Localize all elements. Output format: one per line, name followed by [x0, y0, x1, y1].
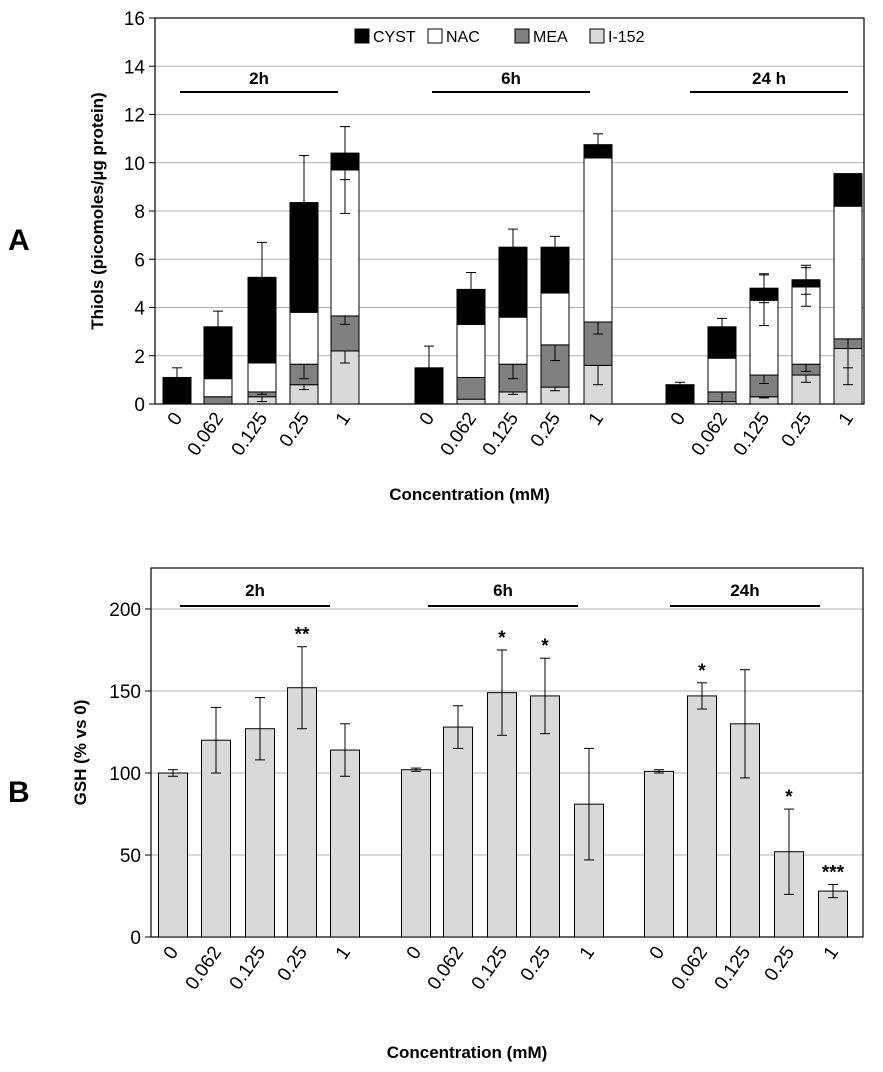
bar-segment-mea: [203, 396, 233, 405]
bar-segment-nac: [456, 323, 486, 378]
y-axis-label: Thiols (picomoles/µg protein): [88, 92, 107, 329]
y-tick-label: 10: [124, 154, 145, 175]
x-tick-label: 0.062: [182, 943, 226, 994]
bar-segment-i-152: [456, 398, 486, 405]
panel-label: B: [8, 776, 30, 809]
group-label: 6h: [501, 69, 521, 88]
bar-segment-nac: [833, 205, 863, 340]
x-tick-label: 0: [403, 943, 426, 964]
x-tick-label: 0.062: [184, 409, 228, 460]
bar-segment-nac: [247, 362, 277, 393]
y-tick-label: 14: [124, 57, 146, 78]
x-tick-label: 0: [667, 409, 690, 430]
x-tick-label: 1: [820, 943, 843, 964]
bar: [443, 726, 473, 938]
significance-marker: *: [785, 787, 793, 808]
legend-swatch-mea: [514, 28, 530, 44]
significance-marker: *: [498, 628, 506, 649]
x-tick-label: 0.25: [761, 943, 799, 985]
bar: [401, 769, 431, 938]
significance-marker: *: [698, 661, 706, 682]
legend-label: NAC: [446, 29, 480, 46]
y-tick-label: 8: [134, 202, 145, 223]
group-label: 2h: [249, 69, 269, 88]
legend-swatch-nac: [427, 28, 443, 44]
y-tick-label: 50: [120, 846, 141, 867]
significance-marker: **: [295, 625, 310, 646]
x-tick-label: 0.062: [688, 409, 732, 460]
legend-label: CYST: [373, 29, 416, 46]
legend-swatch-cyst: [354, 28, 370, 44]
legend-swatch-i-152: [589, 28, 605, 44]
x-tick-label: 0: [160, 943, 183, 964]
bar-segment-cyst: [162, 376, 192, 405]
x-tick-label: 0.125: [730, 409, 774, 460]
group-label: 24 h: [752, 69, 786, 88]
bar: [818, 890, 848, 938]
significance-marker: ***: [822, 863, 845, 884]
group-label: 6h: [493, 581, 513, 600]
x-tick-label: 0.125: [468, 943, 512, 994]
bar: [158, 772, 188, 938]
bar-segment-nac: [203, 378, 233, 398]
x-tick-label: 0.125: [226, 943, 270, 994]
bar-segment-cyst: [833, 173, 863, 207]
x-tick-label: 0.25: [276, 409, 314, 451]
y-tick-label: 12: [124, 106, 145, 127]
group-label: 24h: [730, 581, 759, 600]
x-tick-label: 0.25: [778, 409, 816, 451]
x-tick-label: 0.125: [479, 409, 523, 460]
x-tick-label: 0.25: [527, 409, 565, 451]
x-tick-label: 0.25: [517, 943, 555, 985]
y-tick-label: 0: [130, 928, 141, 949]
x-axis-label: Concentration (mM): [389, 485, 550, 504]
bar: [644, 770, 674, 938]
x-tick-label: 1: [332, 943, 355, 964]
bar-segment-nac: [289, 311, 319, 365]
y-tick-label: 100: [109, 764, 141, 785]
bar: [330, 749, 360, 938]
y-tick-label: 4: [134, 299, 145, 320]
bar: [530, 695, 560, 938]
x-tick-label: 0: [646, 943, 669, 964]
y-tick-label: 0: [134, 395, 145, 416]
x-axis-label: Concentration (mM): [387, 1043, 548, 1062]
x-tick-label: 1: [332, 409, 355, 430]
y-tick-label: 16: [124, 9, 145, 30]
x-tick-label: 0.25: [274, 943, 312, 985]
legend-label: MEA: [533, 29, 568, 46]
bar-segment-mea: [456, 376, 486, 400]
x-tick-label: 1: [576, 943, 599, 964]
x-tick-label: 1: [585, 409, 608, 430]
bar-segment-nac: [707, 357, 737, 393]
y-axis-label: GSH (% vs 0): [71, 700, 90, 806]
bar: [687, 695, 717, 938]
bar: [287, 687, 317, 938]
bar-segment-nac: [540, 292, 570, 346]
bar-segment-nac: [583, 157, 613, 323]
x-tick-label: 0: [164, 409, 187, 430]
x-tick-label: 1: [835, 409, 858, 430]
y-tick-label: 6: [134, 250, 145, 271]
x-tick-label: 0.062: [437, 409, 481, 460]
y-tick-label: 200: [109, 600, 141, 621]
x-tick-label: 0.125: [711, 943, 755, 994]
y-tick-label: 150: [109, 682, 141, 703]
x-tick-label: 0.062: [424, 943, 468, 994]
bar: [245, 728, 275, 938]
x-tick-label: 0.125: [228, 409, 272, 460]
legend-label: I-152: [608, 29, 645, 46]
group-label: 2h: [245, 581, 265, 600]
significance-marker: *: [541, 636, 549, 657]
y-tick-label: 2: [134, 347, 145, 368]
x-tick-label: 0: [416, 409, 439, 430]
x-tick-label: 0.062: [668, 943, 712, 994]
panel-label: A: [8, 224, 30, 257]
bar-segment-nac: [498, 316, 528, 365]
